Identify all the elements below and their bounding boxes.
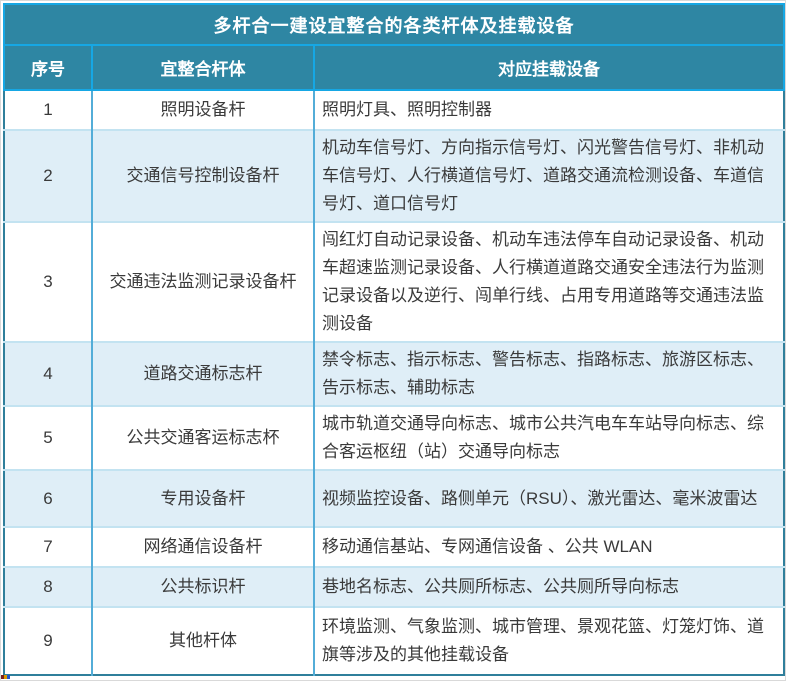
devices-cell: 禁令标志、指示标志、警告标志、指路标志、旅游区标志、告示标志、辅助标志 [312,341,785,406]
table-title: 多杆合一建设宜整合的各类杆体及挂载设备 [2,3,785,46]
index-cell: 9 [4,606,92,675]
devices-cell: 城市轨道交通导向标志、城市公共汽电车车站导向标志、综合客运枢纽（站）交通导向标志 [312,405,785,470]
column-header-devices: 对应挂载设备 [312,44,785,91]
pole-cell: 交通信号控制设备杆 [91,129,314,222]
index-cell: 8 [4,566,92,607]
table-header-row: 序号 宜整合杆体 对应挂载设备 [3,44,785,91]
pixel-artifact [1,675,10,679]
column-header-pole: 宜整合杆体 [91,44,315,91]
table-row: 3 交通违法监测记录设备杆 闯红灯自动记录设备、机动车违法停车自动记录设备、机动车超… [4,221,785,342]
table-row: 5 公共交通客运标志杯 城市轨道交通导向标志、城市公共汽电车车站导向标志、综合客运枢… [4,405,785,470]
index-cell: 6 [4,469,92,527]
pole-cell: 照明设备杆 [91,89,314,130]
devices-cell: 环境监测、气象监测、城市管理、景观花篮、灯笼灯饰、道旗等涉及的其他挂载设备 [312,606,785,675]
table-row: 6 专用设备杆 视频监控设备、路侧单元（RSU）、激光雷达、毫米波雷达 [4,469,785,527]
index-cell: 7 [4,526,92,567]
pole-cell: 公共交通客运标志杯 [91,405,314,470]
pole-cell: 其他杆体 [91,606,314,675]
column-header-no: 序号 [3,44,93,91]
index-cell: 2 [4,129,92,222]
table-row: 7 网络通信设备杆 移动通信基站、专网通信设备 、公共 WLAN [4,526,785,567]
table-row: 9 其他杆体 环境监测、气象监测、城市管理、景观花篮、灯笼灯饰、道旗等涉及的其他挂载… [4,606,785,675]
devices-cell: 照明灯具、照明控制器 [312,89,785,130]
pole-cell: 交通违法监测记录设备杆 [91,221,314,342]
table-row: 2 交通信号控制设备杆 机动车信号灯、方向指示信号灯、闪光警告信号灯、非机动车信号灯… [4,129,785,222]
devices-cell: 闯红灯自动记录设备、机动车违法停车自动记录设备、机动车超速监测记录设备、人行横道… [312,221,785,342]
table-title-row: 多杆合一建设宜整合的各类杆体及挂载设备 [2,3,785,46]
devices-cell: 移动通信基站、专网通信设备 、公共 WLAN [312,526,785,567]
pole-cell: 网络通信设备杆 [91,526,314,567]
pole-cell: 公共标识杆 [91,566,314,607]
index-cell: 1 [4,89,92,130]
pole-cell: 专用设备杆 [91,469,314,527]
devices-cell: 机动车信号灯、方向指示信号灯、闪光警告信号灯、非机动车信号灯、人行横道信号灯、道… [312,129,785,222]
index-cell: 4 [4,341,92,406]
index-cell: 3 [4,221,92,342]
index-cell: 5 [4,405,92,470]
devices-cell: 巷地名标志、公共厕所标志、公共厕所导向标志 [312,566,785,607]
table-body: 1 照明设备杆 照明灯具、照明控制器 2 交通信号控制设备杆 机动车信号灯、方向指示信号灯… [4,89,785,675]
pole-integration-table: 多杆合一建设宜整合的各类杆体及挂载设备 序号 宜整合杆体 对应挂载设备 1 照明设… [2,3,785,676]
table-row: 8 公共标识杆 巷地名标志、公共厕所标志、公共厕所导向标志 [4,566,785,607]
devices-cell: 视频监控设备、路侧单元（RSU）、激光雷达、毫米波雷达 [312,469,785,527]
pole-cell: 道路交通标志杆 [91,341,314,406]
table-row: 4 道路交通标志杆 禁令标志、指示标志、警告标志、指路标志、旅游区标志、告示标志、辅… [4,341,785,406]
table-row: 1 照明设备杆 照明灯具、照明控制器 [4,89,785,130]
